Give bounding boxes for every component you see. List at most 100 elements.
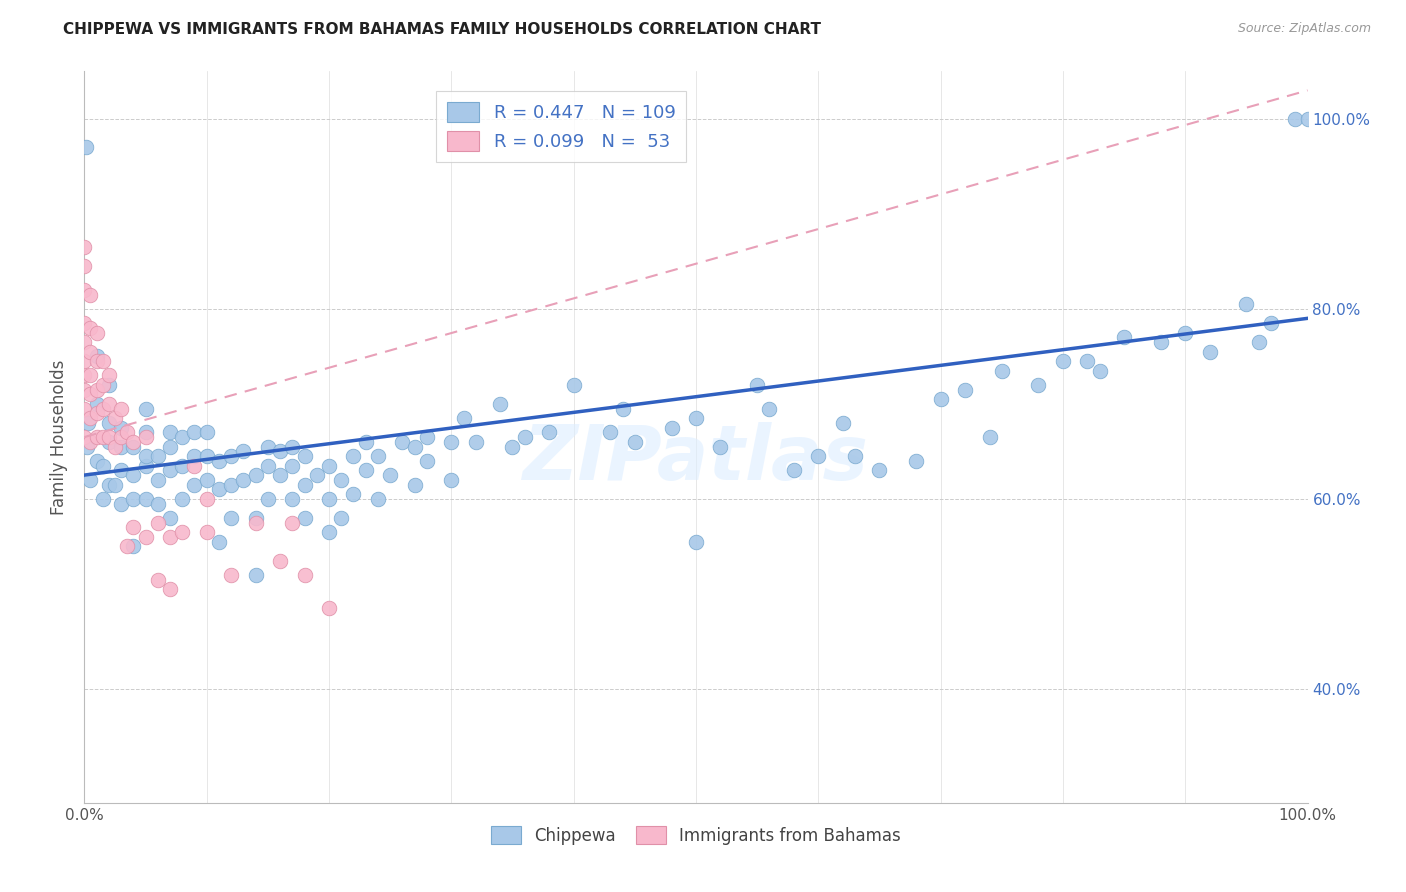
Point [318,601,340,615]
Point [73,401,96,416]
Point [367,449,389,463]
Point [257,491,280,506]
Point [135,491,157,506]
Point [159,530,181,544]
Point [513,430,536,444]
Point [86,326,108,340]
Point [294,477,316,491]
Point [76,440,98,454]
Point [172,458,194,473]
Point [122,491,145,506]
Point [354,434,377,449]
Point [97,377,120,392]
Point [219,477,242,491]
Point [73,316,96,330]
Point [86,397,108,411]
Point [416,430,439,444]
Point [905,454,928,468]
Point [183,477,205,491]
Point [342,449,364,463]
Point [232,473,254,487]
Point [110,420,132,434]
Point [219,511,242,525]
Point [195,449,218,463]
Point [208,483,231,497]
Point [245,516,267,530]
Point [245,511,267,525]
Point [354,463,377,477]
Point [146,449,169,463]
Point [110,497,132,511]
Point [79,473,101,487]
Point [86,406,108,420]
Point [110,401,132,416]
Point [195,524,218,539]
Point [73,368,96,383]
Point [245,567,267,582]
Point [110,430,132,444]
Point [73,283,96,297]
Point [183,425,205,440]
Point [159,440,181,454]
Point [783,463,806,477]
Point [159,463,181,477]
Point [269,444,291,458]
Point [172,430,194,444]
Point [562,377,585,392]
Point [685,411,707,425]
Point [232,444,254,458]
Point [122,520,145,534]
Point [77,416,100,430]
Point [489,397,512,411]
Point [281,516,304,530]
Point [1198,344,1220,359]
Point [104,440,127,454]
Point [91,377,114,392]
Point [91,491,114,506]
Point [110,440,132,454]
Point [318,491,340,506]
Point [294,511,316,525]
Point [1236,297,1258,311]
Point [257,440,280,454]
Point [1052,354,1074,368]
Point [953,383,976,397]
Point [440,473,463,487]
Point [195,473,218,487]
Point [342,487,364,501]
Point [929,392,952,406]
Point [869,463,891,477]
Point [104,477,127,491]
Point [73,354,96,368]
Point [502,440,524,454]
Point [661,420,683,434]
Point [159,425,181,440]
Point [79,368,101,383]
Point [135,425,157,440]
Point [1028,377,1050,392]
Point [758,401,780,416]
Point [219,449,242,463]
Point [380,468,402,483]
Point [86,430,108,444]
Point [91,458,114,473]
Point [991,363,1014,377]
Point [831,416,853,430]
Point [183,458,205,473]
Point [404,477,426,491]
Point [464,434,486,449]
Point [146,497,169,511]
Point [807,449,830,463]
Point [146,573,169,587]
Point [104,411,127,425]
Point [1150,335,1173,350]
Point [73,430,96,444]
Point [1284,112,1306,126]
Point [159,511,181,525]
Point [146,516,169,530]
Point [91,401,114,416]
Point [73,383,96,397]
Point [844,449,866,463]
Y-axis label: Family Households: Family Households [51,359,69,515]
Point [1296,112,1319,126]
